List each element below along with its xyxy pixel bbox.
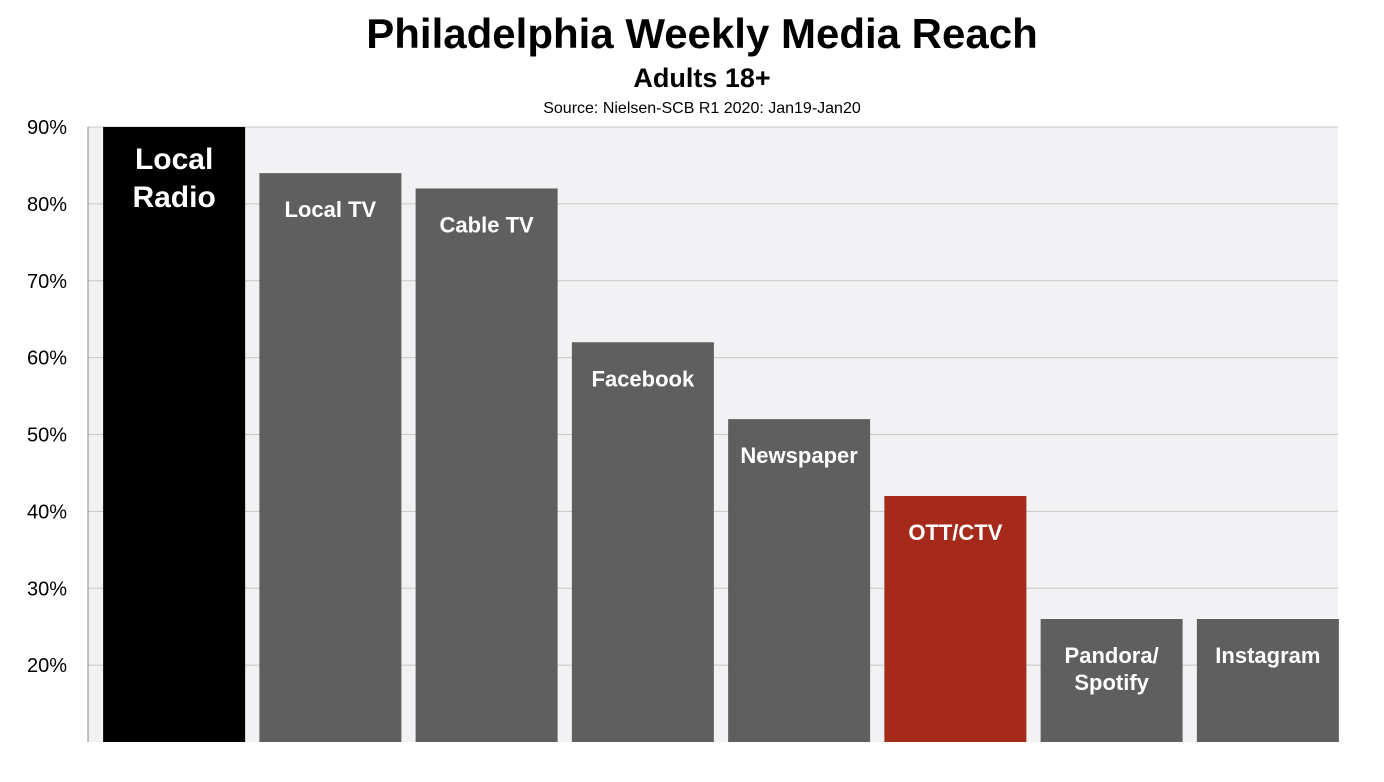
y-tick-label: 20% xyxy=(27,655,67,677)
chart-subtitle: Adults 18+ xyxy=(633,63,771,93)
chart-title: Philadelphia Weekly Media Reach xyxy=(366,10,1038,57)
bar-label: Facebook xyxy=(592,366,695,391)
bar xyxy=(415,188,558,742)
bars xyxy=(103,127,1339,742)
bar xyxy=(1196,619,1339,742)
y-tick-label: 60% xyxy=(27,348,67,370)
bar-label: Spotify xyxy=(1074,670,1149,695)
bar xyxy=(884,496,1027,742)
y-tick-label: 30% xyxy=(27,578,67,600)
bar xyxy=(1040,619,1183,742)
bar xyxy=(728,419,871,742)
y-tick-label: 50% xyxy=(27,425,67,447)
bar-label: OTT/CTV xyxy=(908,520,1002,545)
bar-label: Instagram xyxy=(1215,643,1320,668)
bar-label: Cable TV xyxy=(440,213,534,238)
y-tick-label: 80% xyxy=(27,194,67,216)
y-axis-ticks: 20% 30% 40% 50% 60% 70% 80% 90% xyxy=(27,117,67,677)
bar xyxy=(571,342,714,742)
bar-label: Newspaper xyxy=(740,443,858,468)
bar-label: Local xyxy=(135,143,213,176)
bar-label: Radio xyxy=(132,181,215,214)
bar xyxy=(103,127,246,742)
bar-label: Local TV xyxy=(285,197,377,222)
y-tick-label: 90% xyxy=(27,117,67,139)
bar xyxy=(259,173,402,742)
chart-source: Source: Nielsen-SCB R1 2020: Jan19-Jan20 xyxy=(543,100,861,117)
y-tick-label: 40% xyxy=(27,501,67,523)
y-tick-label: 70% xyxy=(27,271,67,293)
bar-labels: Local Radio Local TV Cable TV Facebook Newspa… xyxy=(132,143,1320,695)
bar-label: Pandora/ xyxy=(1065,643,1159,668)
